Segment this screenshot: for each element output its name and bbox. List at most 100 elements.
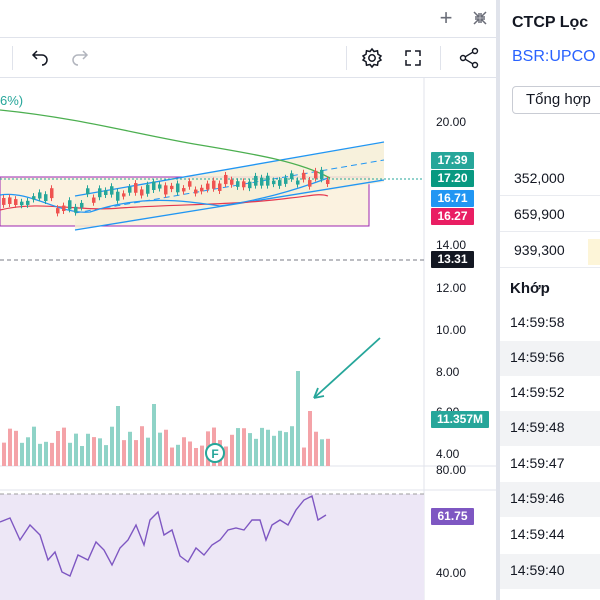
- volume-bar: [326, 438, 330, 466]
- candle-body: [158, 184, 162, 189]
- volume-bar: [44, 441, 48, 466]
- candle-body: [314, 170, 318, 179]
- trade-time: 14:59:47: [510, 455, 565, 471]
- candle-body: [170, 185, 174, 190]
- volume-bar: [110, 426, 114, 466]
- price-axis-label: 8.00: [436, 365, 460, 379]
- candle-body: [278, 180, 282, 186]
- add-icon[interactable]: +: [439, 5, 453, 30]
- volume-bar: [146, 437, 150, 466]
- volume-bar: [104, 445, 108, 466]
- candle-body: [146, 184, 150, 194]
- volume-bar: [248, 433, 252, 466]
- volume-bar: [80, 446, 84, 466]
- redo-icon[interactable]: [66, 44, 94, 72]
- fullscreen-icon[interactable]: [399, 44, 427, 72]
- candle-body: [308, 180, 312, 187]
- details-panel: CTCP Lọc BSR:UPCO Tổng hợp 352,000 659,9…: [500, 0, 600, 600]
- volume-bar: [260, 427, 264, 466]
- volume-bar: [2, 442, 6, 466]
- price-axis-label: 4.00: [436, 447, 460, 461]
- candle-body: [194, 189, 198, 194]
- trade-time: 14:59:58: [510, 314, 565, 330]
- candle-body: [68, 200, 72, 210]
- volume-bar: [314, 431, 318, 466]
- trade-row: 14:59:47: [500, 447, 600, 482]
- undo-icon[interactable]: [26, 44, 54, 72]
- candle-body: [128, 186, 132, 193]
- chart-panel[interactable]: +: [0, 0, 496, 600]
- ticker-link[interactable]: BSR:UPCO: [512, 48, 596, 65]
- candle-body: [236, 181, 240, 187]
- trade-row: 14:59:58: [500, 306, 600, 341]
- volume-bar: [176, 444, 180, 466]
- volume-bar: [8, 428, 12, 466]
- trade-row: 14:59:40: [500, 554, 600, 589]
- volume-bar: [140, 426, 144, 466]
- volume-bar: [56, 430, 60, 466]
- volume-bar: [92, 437, 96, 466]
- trade-time: 14:59:48: [510, 419, 565, 435]
- volume-bar: [26, 437, 30, 466]
- candle-body: [182, 188, 186, 192]
- candle-body: [290, 173, 294, 179]
- price-tag-ma-red: 16.27: [431, 208, 474, 225]
- volume-bar: [290, 426, 294, 466]
- price-axis-label: 14.00: [436, 238, 467, 252]
- volume-bar: [134, 440, 138, 466]
- trade-time: 14:59:40: [510, 562, 565, 578]
- volume-bar: [68, 442, 72, 466]
- candle-body: [92, 197, 96, 203]
- candle-body: [206, 183, 210, 190]
- volume-bar: [242, 428, 246, 466]
- volume-value: 939,300: [514, 242, 565, 258]
- share-icon[interactable]: [455, 44, 483, 72]
- price-chart[interactable]: F: [0, 0, 496, 600]
- candle-body: [20, 201, 24, 206]
- annotation-arrowhead: [313, 387, 325, 399]
- volume-bar: [266, 429, 270, 466]
- volume-bar: [98, 438, 102, 466]
- collapse-icon[interactable]: [468, 6, 492, 30]
- candle-body: [272, 180, 276, 185]
- price-axis-label: 20.00: [436, 115, 467, 129]
- trade-row: 14:59:52: [500, 376, 600, 411]
- gear-icon[interactable]: [358, 44, 386, 72]
- summary-button[interactable]: Tổng hợp: [512, 86, 600, 114]
- volume-bar: [272, 435, 276, 466]
- candle-body: [326, 179, 330, 185]
- company-name: CTCP Lọc: [512, 14, 589, 31]
- candle-body: [320, 169, 324, 180]
- price-tag-high: 17.39: [431, 152, 474, 169]
- volume-value: 352,000: [514, 170, 565, 186]
- candle-body: [104, 190, 108, 195]
- toolbar-separator: [440, 46, 441, 70]
- channel-top: [74, 141, 385, 197]
- volume-bar: [200, 445, 204, 466]
- volume-bar: [302, 447, 306, 466]
- volume-bar: [14, 430, 18, 466]
- candle-body: [38, 192, 42, 199]
- candle-body: [230, 179, 234, 185]
- candle-body: [296, 180, 300, 185]
- volume-bar: [170, 447, 174, 466]
- volume-bar: [158, 432, 162, 466]
- candle-body: [164, 185, 168, 195]
- volume-bar: [194, 447, 198, 466]
- volume-bar: [224, 446, 228, 466]
- volume-bar: [308, 411, 312, 466]
- volume-row: 659,900: [500, 196, 600, 232]
- volume-bar: [128, 431, 132, 466]
- channel-mid: [74, 159, 385, 214]
- annotation-arrow: [313, 337, 381, 399]
- volume-bar: [116, 406, 120, 466]
- volume-bar: [182, 437, 186, 466]
- volume-highlight: [588, 239, 600, 265]
- volume-bar: [284, 432, 288, 466]
- trade-time: 14:59:52: [510, 384, 565, 400]
- candle-body: [266, 175, 270, 186]
- volume-bar: [164, 429, 168, 466]
- trade-time: 14:59:46: [510, 490, 565, 506]
- candle-body: [212, 180, 216, 189]
- trade-row: 14:59:48: [500, 411, 600, 446]
